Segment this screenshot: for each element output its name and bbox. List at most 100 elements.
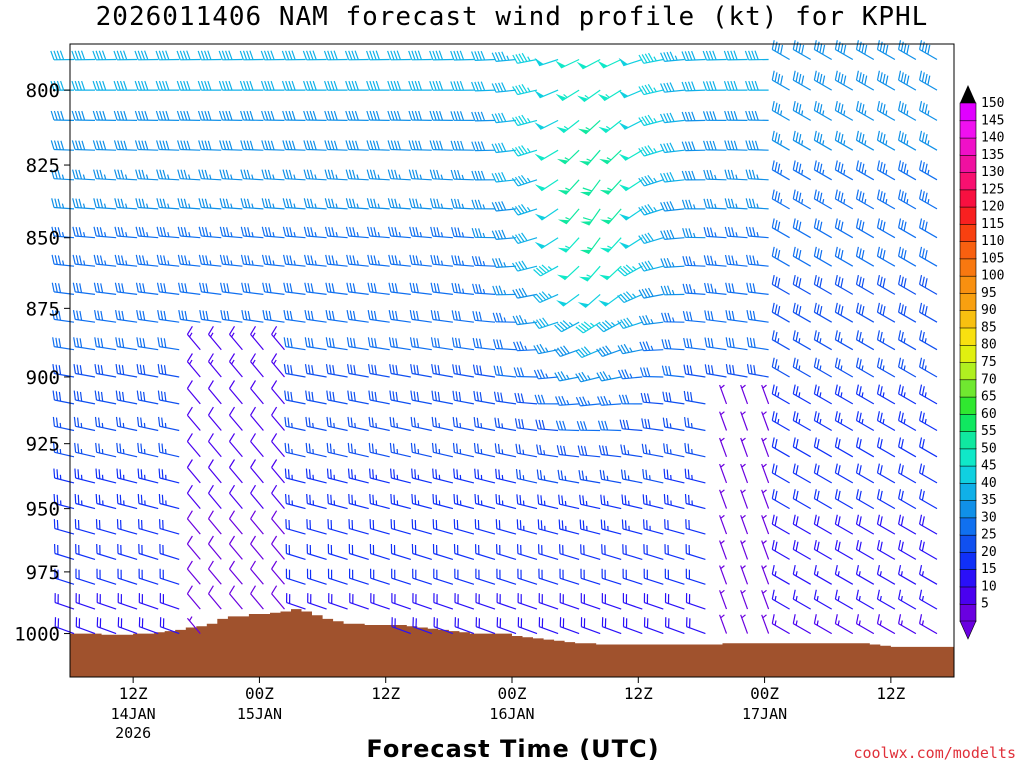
barb-full bbox=[225, 80, 230, 91]
barb-staff bbox=[433, 602, 454, 610]
barb-full bbox=[834, 463, 838, 474]
barb-full bbox=[583, 346, 592, 355]
barb-half bbox=[693, 288, 696, 294]
colorbar-label: 55 bbox=[981, 424, 997, 439]
barb-full bbox=[685, 199, 690, 209]
barb-full bbox=[619, 419, 623, 429]
barb-staff bbox=[814, 255, 833, 267]
barb-full bbox=[704, 310, 708, 320]
barb-staff bbox=[748, 178, 769, 181]
barb-full bbox=[495, 468, 498, 479]
barb-full bbox=[324, 140, 329, 150]
barb-half bbox=[629, 373, 633, 379]
wind-barb bbox=[558, 519, 580, 535]
barb-staff bbox=[475, 451, 496, 458]
barb-staff bbox=[856, 472, 875, 484]
barb-staff bbox=[538, 453, 559, 458]
barb-full bbox=[795, 438, 799, 449]
barb-staff bbox=[664, 503, 685, 510]
wind-barb bbox=[792, 411, 811, 432]
barb-staff bbox=[412, 477, 432, 484]
wind-barb bbox=[453, 543, 475, 560]
barb-full bbox=[223, 255, 227, 265]
barb-full bbox=[777, 43, 781, 53]
barb-full bbox=[261, 169, 266, 179]
barb-full bbox=[560, 346, 567, 355]
colorbar-swatch bbox=[959, 603, 977, 622]
barb-full bbox=[159, 140, 163, 150]
barb-staff bbox=[349, 577, 369, 585]
barb-half bbox=[840, 418, 843, 424]
barb-full bbox=[78, 110, 82, 121]
wind-barb bbox=[391, 593, 411, 610]
barb-full bbox=[56, 469, 59, 479]
barb-full bbox=[795, 41, 799, 52]
barb-half bbox=[419, 260, 423, 266]
barb-full bbox=[246, 80, 251, 91]
wind-barb bbox=[347, 468, 369, 484]
barb-flag bbox=[578, 276, 591, 282]
barb-staff bbox=[250, 414, 264, 431]
barb-staff bbox=[898, 598, 917, 610]
barb-staff bbox=[432, 318, 453, 323]
barb-full bbox=[513, 341, 518, 351]
wind-barb bbox=[366, 80, 390, 91]
barb-staff bbox=[919, 548, 938, 560]
wind-barb bbox=[685, 519, 706, 535]
barb-full bbox=[324, 169, 329, 179]
barb-full bbox=[75, 140, 79, 150]
wind-barb bbox=[347, 390, 369, 405]
barb-full bbox=[260, 50, 266, 61]
wind-barb bbox=[387, 169, 411, 181]
wind-barb bbox=[92, 50, 117, 61]
barb-full bbox=[264, 169, 269, 180]
barb-full bbox=[795, 132, 799, 142]
colorbar-swatch bbox=[959, 223, 977, 242]
barb-half bbox=[774, 571, 777, 577]
wind-barb bbox=[792, 357, 811, 378]
barb-full bbox=[432, 81, 437, 91]
wind-barb bbox=[72, 254, 96, 267]
colorbar-label: 95 bbox=[981, 286, 997, 301]
barb-full bbox=[186, 110, 191, 121]
barb-full bbox=[353, 365, 356, 375]
barb-half bbox=[864, 110, 867, 116]
barb-staff bbox=[835, 283, 854, 295]
barb-staff bbox=[391, 626, 412, 635]
barb-full bbox=[819, 192, 823, 203]
barb-staff bbox=[602, 626, 622, 635]
wind-barb bbox=[114, 226, 138, 239]
barb-full bbox=[681, 81, 686, 92]
barb-half bbox=[586, 274, 592, 278]
wind-barb bbox=[450, 169, 474, 181]
barb-half bbox=[610, 321, 616, 327]
barb-full bbox=[72, 226, 76, 237]
wind-barb bbox=[898, 218, 917, 239]
barb-full bbox=[144, 80, 149, 91]
barb-staff bbox=[54, 346, 75, 351]
barb-full bbox=[54, 226, 58, 237]
wind-barb bbox=[576, 421, 601, 432]
wind-barb bbox=[771, 246, 790, 267]
barb-full bbox=[837, 41, 841, 52]
barb-full bbox=[438, 80, 444, 91]
barb-full bbox=[411, 140, 416, 150]
barb-full bbox=[121, 283, 125, 293]
barb-full bbox=[347, 390, 350, 401]
barb-flag bbox=[618, 57, 628, 66]
barb-full bbox=[117, 140, 121, 150]
barb-full bbox=[669, 229, 675, 239]
barb-half bbox=[587, 375, 591, 380]
barb-full bbox=[207, 406, 214, 416]
barb-full bbox=[749, 255, 753, 265]
barb-staff bbox=[835, 79, 854, 91]
barb-full bbox=[163, 338, 167, 348]
barb-full bbox=[161, 50, 167, 60]
barb-full bbox=[579, 421, 584, 431]
barb-full bbox=[413, 391, 416, 401]
barb-full bbox=[474, 468, 477, 479]
barb-staff bbox=[454, 502, 475, 510]
wind-barb bbox=[792, 514, 811, 535]
barb-full bbox=[702, 81, 708, 91]
barb-full bbox=[919, 130, 923, 141]
